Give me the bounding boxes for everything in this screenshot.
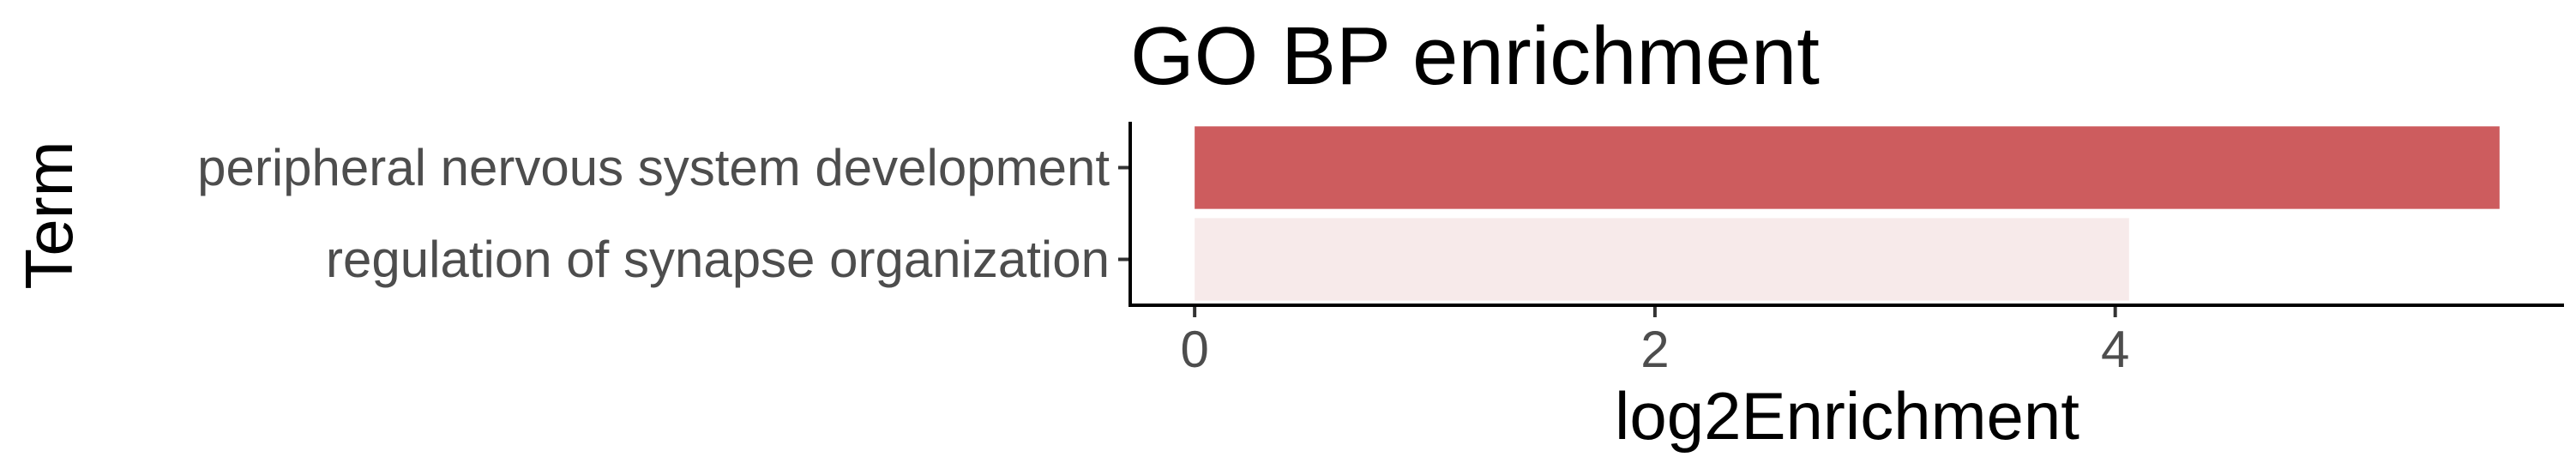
chart-title: GO BP enrichment — [1130, 10, 1820, 102]
x-tick-label-2: 4 — [2101, 321, 2129, 378]
bar-0 — [1195, 126, 2500, 209]
y-tick-label-0: peripheral nervous system development — [197, 139, 1110, 196]
x-tick-label-0: 0 — [1180, 321, 1208, 378]
y-tick-label-1: regulation of synapse organization — [326, 231, 1110, 288]
x-axis-title: log2Enrichment — [1615, 378, 2079, 454]
y-ticks-layer: peripheral nervous system development reg… — [197, 139, 1130, 288]
x-tick-label-1: 2 — [1640, 321, 1669, 378]
bar-1 — [1195, 218, 2129, 301]
y-axis-title: Term — [11, 141, 87, 289]
x-ticks-layer: 0 2 4 — [1180, 305, 2129, 378]
bars-layer — [1195, 126, 2500, 301]
